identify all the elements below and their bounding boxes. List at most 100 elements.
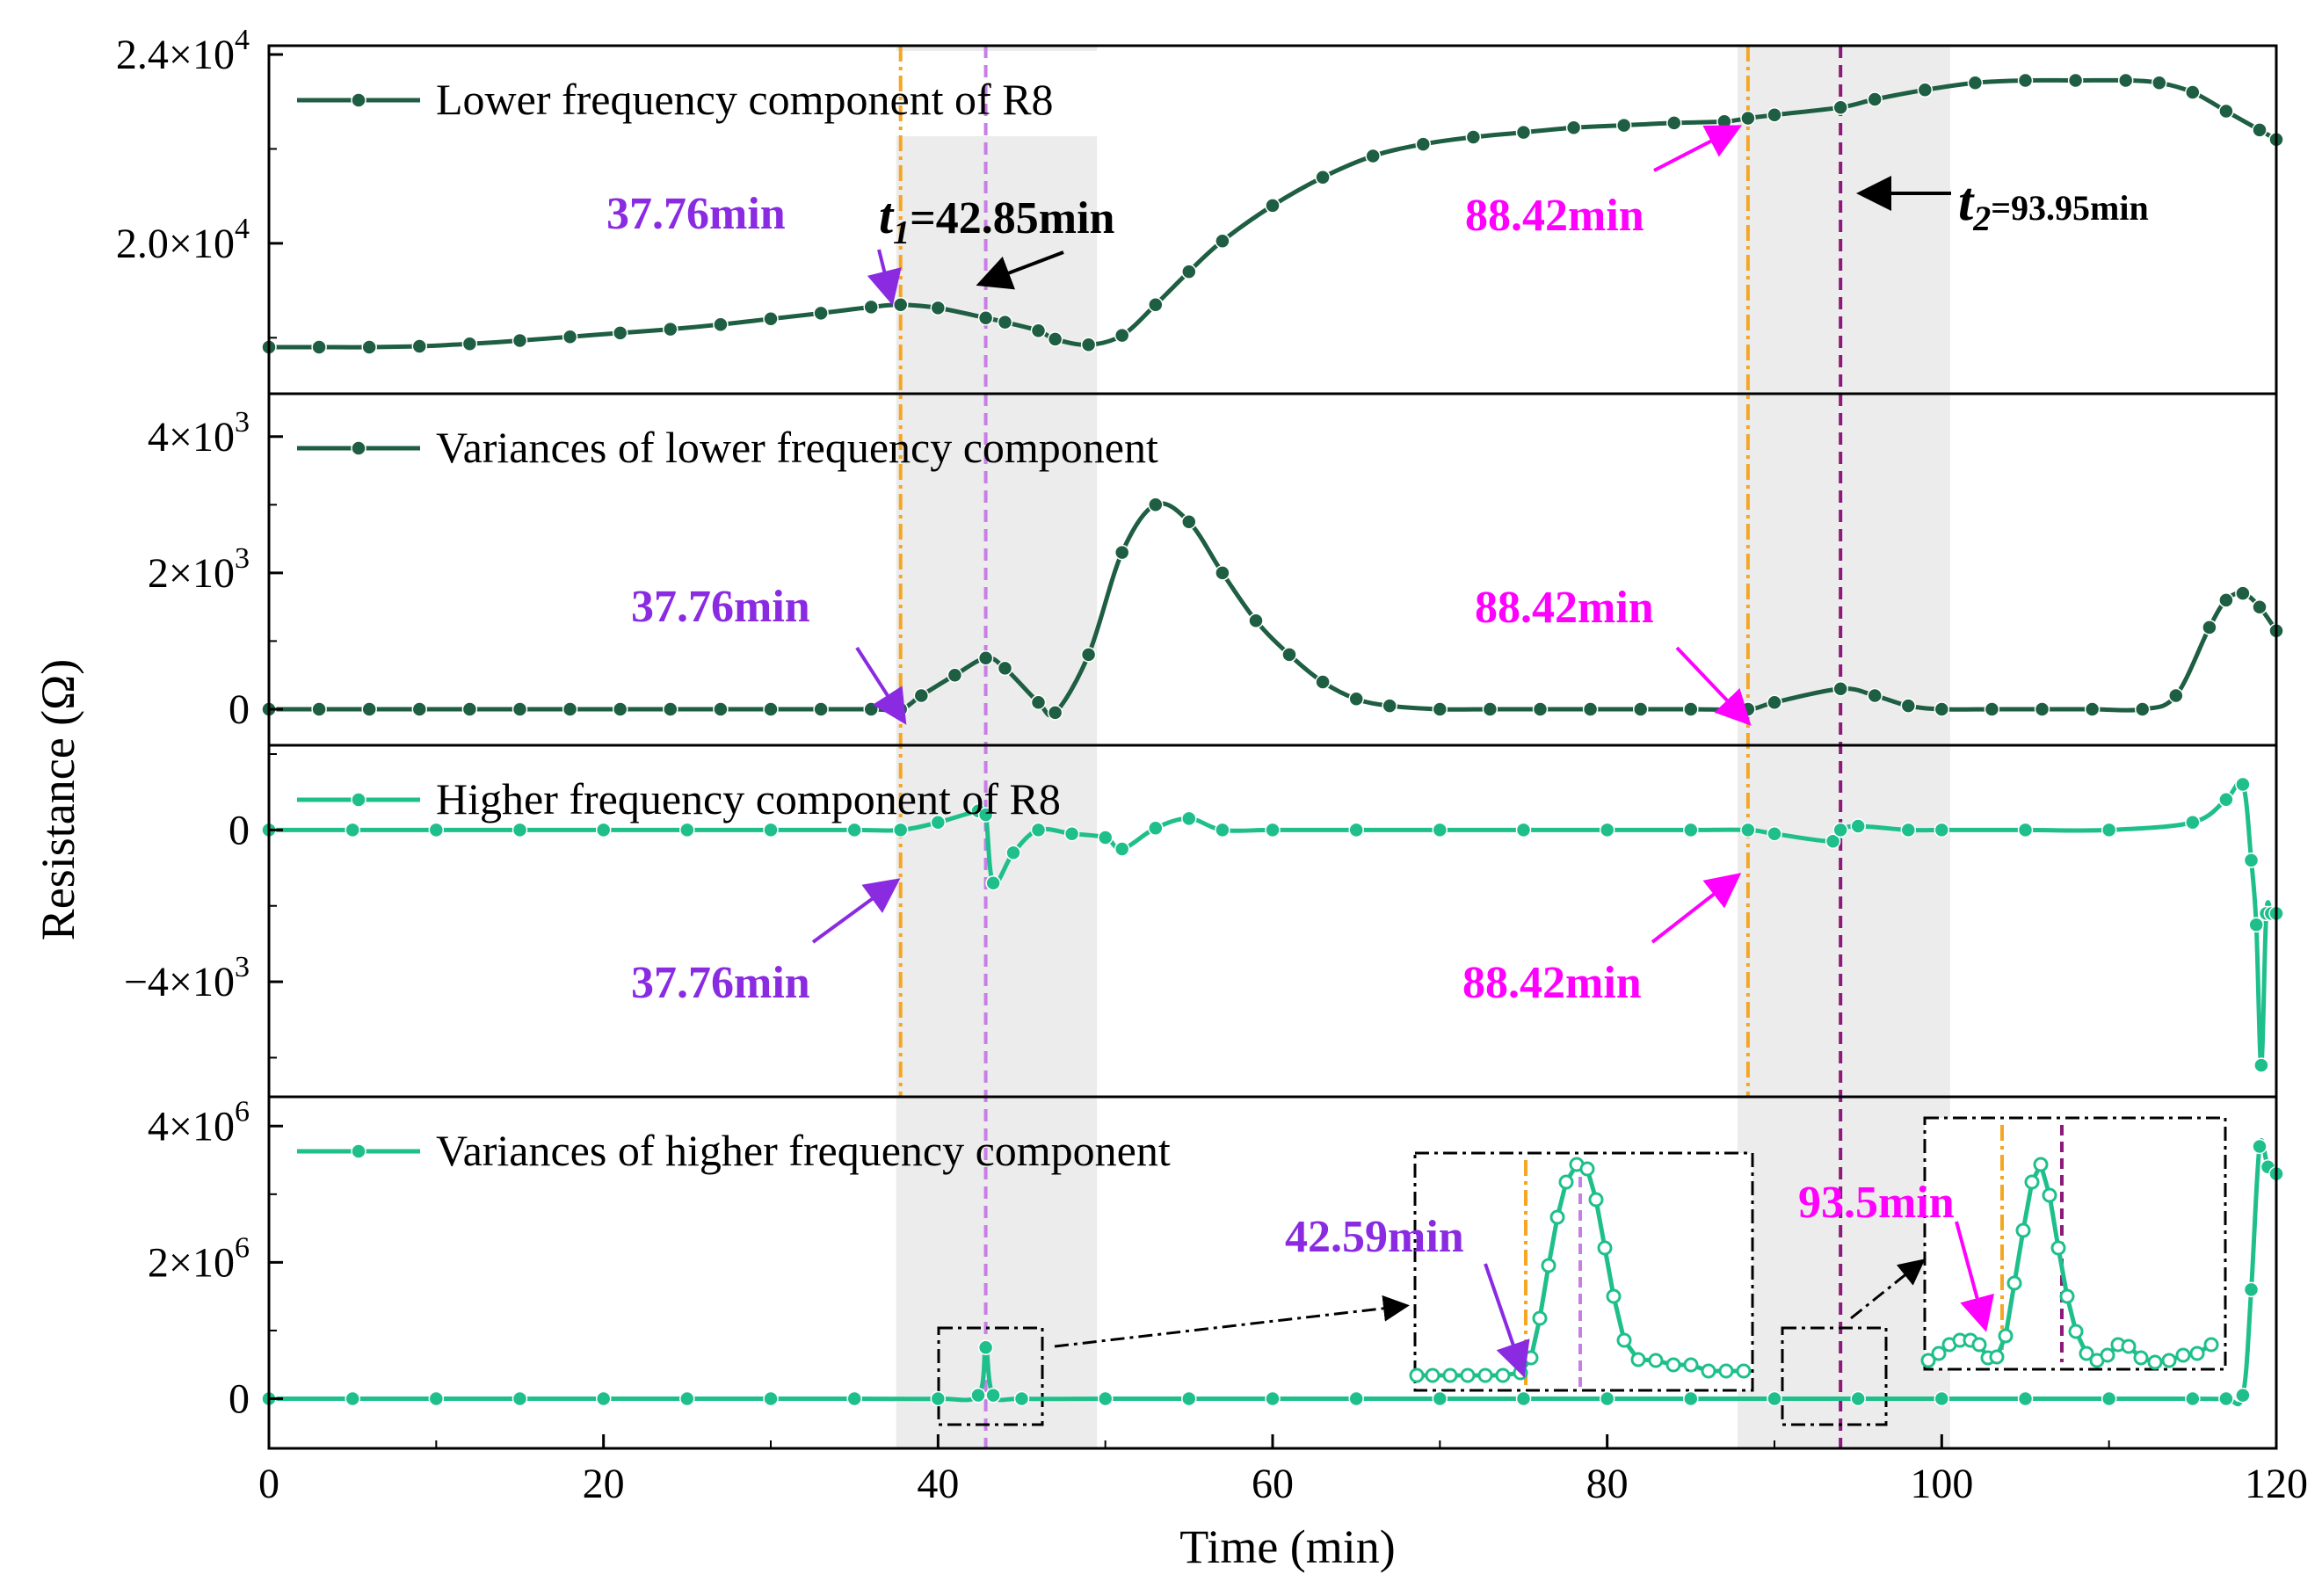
series-point-1-30: [1565, 120, 1582, 136]
series-point-3-20: [1215, 822, 1230, 838]
series-point-4-10: [977, 1339, 994, 1356]
series-point-3-8: [892, 822, 909, 838]
series-point-2-6: [562, 701, 578, 717]
annotation-p3-a: 37.76min: [631, 958, 810, 1008]
series-point-2-48: [2218, 592, 2234, 608]
inset2-point-26: [2189, 1346, 2205, 1361]
series-point-1-26: [1365, 148, 1381, 164]
annotation-p4-b: 93.5min: [1798, 1178, 1955, 1228]
series-point-4-12: [1013, 1390, 1030, 1407]
y-tick-label-4-2: 0: [229, 1375, 250, 1422]
legend-label-4: Variances of higher frequency component: [436, 1126, 1171, 1175]
series-point-2-44: [2084, 701, 2101, 717]
series-point-2-5: [512, 701, 528, 717]
x-tick-label-5: 100: [1910, 1461, 1973, 1507]
inset1-point-17: [1616, 1332, 1632, 1348]
legends-layer: Lower frequency component of R8 Variances…: [297, 75, 1171, 1175]
annotations-panel-2: 37.76min 88.42min: [631, 582, 1752, 726]
inset1-point-9: [1541, 1258, 1556, 1273]
inset1-point-5: [1495, 1367, 1511, 1383]
series-point-3-6: [763, 822, 779, 838]
inset1-point-18: [1630, 1352, 1646, 1367]
shaded-region-0: [896, 136, 1098, 1448]
inset2-point-10: [2015, 1222, 2031, 1238]
series-point-3-41: [2253, 1057, 2269, 1073]
inset1-point-10: [1549, 1209, 1565, 1225]
legend-marker-1: [351, 92, 366, 108]
series-point-1-9: [713, 316, 729, 332]
series-point-2-1: [311, 701, 327, 717]
shaded-regions: [896, 46, 1950, 1448]
series-point-4-13: [1097, 1390, 1114, 1407]
inset2-point-14: [2050, 1240, 2066, 1256]
arrow-t1: [976, 250, 1064, 290]
series-point-3-22: [1348, 822, 1364, 838]
series-point-3-36: [2185, 814, 2201, 831]
series-point-3-16: [1097, 830, 1114, 845]
series-point-4-29: [2243, 1281, 2260, 1298]
series-point-3-2: [428, 822, 445, 838]
series-point-3-13: [1005, 845, 1021, 861]
inset2-point-17: [2079, 1346, 2094, 1361]
series-point-4-21: [1767, 1390, 1782, 1407]
series-point-2-35: [1683, 701, 1699, 717]
inset2-point-0: [1920, 1353, 1936, 1368]
series-point-1-24: [1265, 198, 1281, 214]
series-point-3-19: [1181, 810, 1197, 827]
legend-marker-3: [351, 792, 366, 808]
arrow-p3-a: [811, 878, 901, 944]
series-point-3-29: [1825, 833, 1841, 850]
y-tick-label-4-0: 4×106: [148, 1095, 250, 1150]
series-point-1-12: [863, 299, 879, 316]
inset1-point-13: [1579, 1161, 1595, 1177]
series-point-2-27: [1315, 674, 1331, 690]
inset-boxes: [937, 1116, 2227, 1426]
series-point-2-45: [2134, 701, 2151, 717]
series-point-3-21: [1265, 822, 1281, 838]
series-point-2-50: [2252, 598, 2268, 615]
x-tick-label-0: 0: [258, 1461, 279, 1507]
series-point-1-16: [997, 314, 1013, 330]
annotation-t1: t1=42.85min: [879, 187, 1115, 251]
series-point-2-49: [2235, 585, 2251, 601]
series-point-3-7: [846, 822, 862, 838]
series-point-1-13: [892, 296, 909, 313]
series-point-2-2: [361, 701, 377, 717]
series-point-1-18: [1047, 331, 1063, 347]
series-point-4-17: [1432, 1390, 1448, 1407]
series-point-2-8: [663, 701, 678, 717]
annotations-panel-4: 42.59min 93.5min: [1285, 1178, 1994, 1378]
series-point-1-3: [411, 338, 428, 354]
series-point-3-4: [595, 822, 612, 838]
series-point-2-37: [1767, 694, 1782, 710]
inset2-point-16: [2068, 1324, 2084, 1339]
series-layer: [261, 72, 2284, 1407]
series-point-4-23: [1934, 1390, 1950, 1407]
inset1-point-23: [1718, 1363, 1734, 1379]
inset2-point-24: [2161, 1353, 2177, 1368]
inset1-point-16: [1606, 1288, 1622, 1304]
series-point-2-46: [2168, 687, 2184, 704]
series-point-2-20: [1080, 647, 1097, 663]
inset2-point-25: [2175, 1347, 2191, 1363]
series-point-1-33: [1716, 113, 1732, 130]
series-point-1-42: [2117, 72, 2134, 89]
inset2-point-5: [1971, 1337, 1987, 1353]
x-tick-label-1: 20: [583, 1461, 625, 1507]
axes-layer: 2.4×1042.0×1044×1032×10300−4×1034×1062×1…: [116, 24, 2308, 1507]
series-point-2-36: [1740, 701, 1756, 717]
series-point-1-31: [1615, 117, 1632, 134]
series-point-3-15: [1063, 825, 1080, 842]
legend-label-2: Variances of lower frequency component: [436, 423, 1158, 472]
series-point-4-26: [2185, 1390, 2201, 1407]
series-point-2-33: [1582, 701, 1599, 717]
series-point-1-43: [2151, 75, 2167, 91]
zoom-source-box-1: [937, 1326, 1044, 1426]
series-point-1-44: [2185, 84, 2201, 100]
annotations-panel-1: 37.76min t1=42.85min 88.42min t2=93.95mi…: [606, 125, 2149, 306]
series-point-3-30: [1832, 822, 1848, 838]
series-point-1-45: [2218, 103, 2234, 120]
series-point-4-5: [679, 1390, 695, 1407]
series-point-3-27: [1740, 822, 1756, 838]
